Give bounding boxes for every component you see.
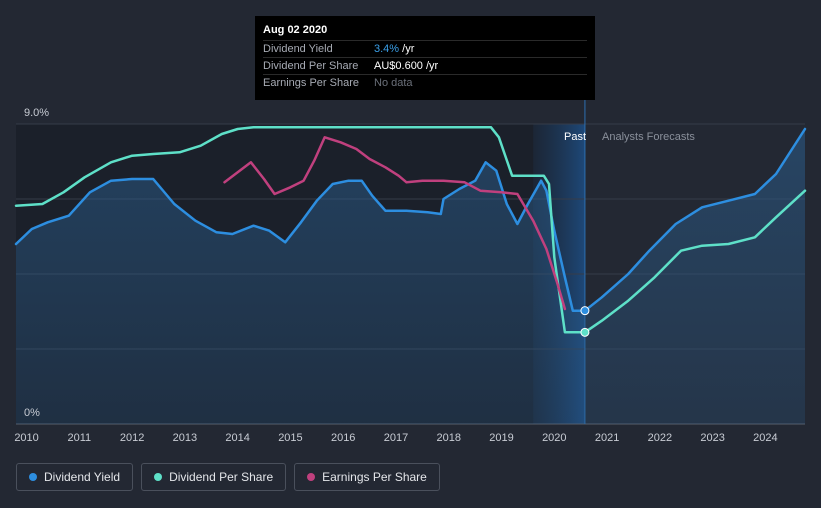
series-line-earnings-per-share (223, 136, 567, 311)
area-layer (16, 129, 805, 424)
legend-item-dividend-per-share[interactable]: Dividend Per Share (141, 463, 287, 491)
series-line-dividend-per-share (14, 126, 807, 334)
tooltip-date: Aug 02 2020 (263, 24, 328, 36)
forecast-label: Analysts Forecasts (602, 131, 695, 143)
legend-item-dividend-yield[interactable]: Dividend Yield (16, 463, 134, 491)
tooltip-label: Dividend Yield (263, 43, 333, 55)
tooltip-value: AU$0.600 (374, 60, 423, 72)
x-tick-label: 2023 (700, 432, 724, 444)
x-tick-label: 2011 (68, 432, 92, 444)
x-tick-label: 2013 (173, 432, 197, 444)
x-tick-label: 2015 (278, 432, 302, 444)
series-area-dividend-yield (16, 129, 805, 424)
legend-dot-icon (154, 473, 163, 481)
y-label-bottom: 0% (24, 407, 40, 419)
legend-dot-icon (29, 473, 37, 481)
x-tick-label: 2012 (120, 432, 144, 444)
legend-dot-icon (307, 473, 316, 481)
marker-dividend-per-share (580, 327, 590, 337)
tooltip-unit: /yr (426, 60, 439, 72)
x-tick-label: 2024 (753, 432, 777, 444)
x-tick-label: 2017 (384, 432, 408, 444)
tooltip-label: Earnings Per Share (263, 77, 359, 89)
tooltip-row-dividend-yield: Dividend Yield 3.4% /yr (263, 40, 587, 57)
x-axis: 2010 2011 2012 2013 2014 2015 2016 2017 2018 2019… (14, 432, 777, 444)
x-tick-label: 2020 (542, 432, 566, 444)
x-tick-label: 2019 (489, 432, 513, 444)
x-tick-label: 2021 (595, 432, 619, 444)
legend-label: Dividend Per Share (169, 470, 274, 484)
x-tick-label: 2018 (437, 432, 461, 444)
line-layer (14, 126, 807, 334)
legend-label: Dividend Yield (44, 470, 121, 484)
x-tick-label: 2014 (225, 432, 249, 444)
series-line-dividend-yield (14, 127, 807, 312)
tooltip-unit: /yr (402, 43, 415, 55)
tooltip-value: 3.4% (374, 43, 400, 55)
tooltip-row-dividend-per-share: Dividend Per Share AU$0.600 /yr (263, 57, 587, 74)
legend-item-earnings-per-share[interactable]: Earnings Per Share (294, 463, 440, 491)
legend: Dividend Yield Dividend Per Share Earnin… (16, 463, 440, 491)
x-tick-label: 2016 (331, 432, 355, 444)
marker-dividend-yield (580, 306, 590, 316)
x-tick-label: 2010 (14, 432, 38, 444)
legend-label: Earnings Per Share (322, 470, 427, 484)
tooltip-value: No data (374, 77, 413, 89)
tooltip: Aug 02 2020 Dividend Yield 3.4% /yr Divi… (255, 16, 595, 100)
x-tick-label: 2022 (648, 432, 672, 444)
tooltip-label: Dividend Per Share (263, 60, 359, 72)
marker-layer (580, 306, 590, 337)
tooltip-row-earnings-per-share: Earnings Per Share No data (263, 74, 587, 91)
y-label-top: 9.0% (24, 107, 49, 119)
past-label: Past (564, 131, 586, 143)
